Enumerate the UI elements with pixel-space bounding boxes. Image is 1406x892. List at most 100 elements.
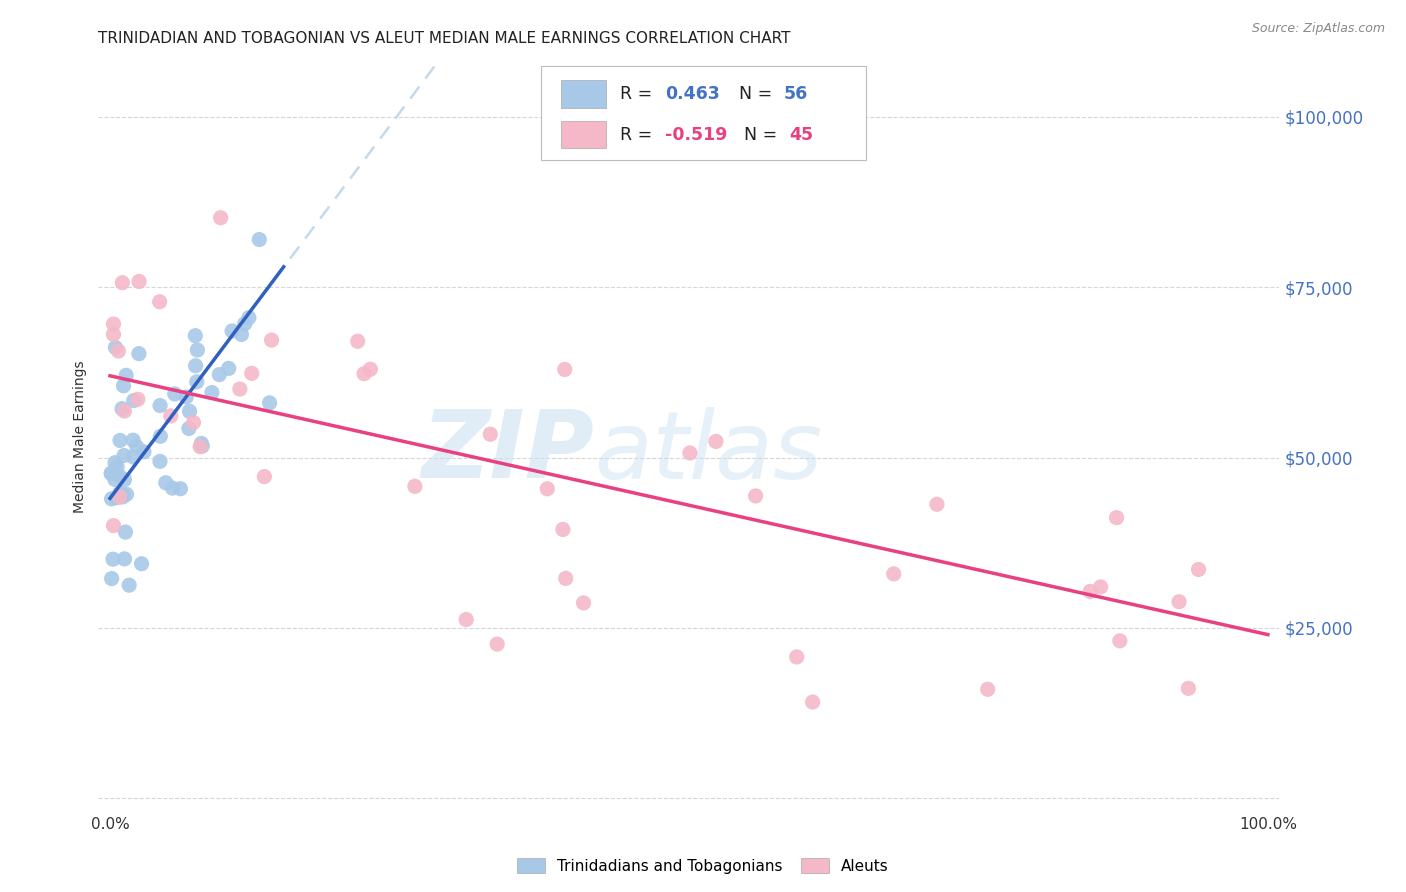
Point bbox=[1108, 633, 1130, 648]
Point bbox=[1168, 595, 1191, 609]
Point bbox=[100, 491, 122, 506]
Point bbox=[704, 434, 727, 449]
Text: TRINIDADIAN AND TOBAGONIAN VS ALEUT MEDIAN MALE EARNINGS CORRELATION CHART: TRINIDADIAN AND TOBAGONIAN VS ALEUT MEDI… bbox=[98, 31, 792, 46]
Point bbox=[218, 361, 240, 376]
Point bbox=[169, 482, 191, 496]
FancyBboxPatch shape bbox=[541, 66, 866, 160]
Text: 0.463: 0.463 bbox=[665, 85, 720, 103]
Point bbox=[456, 613, 478, 627]
Point bbox=[114, 473, 136, 487]
Y-axis label: Median Male Earnings: Median Male Earnings bbox=[73, 360, 87, 514]
Point bbox=[108, 490, 131, 504]
Point bbox=[122, 450, 145, 464]
Point bbox=[238, 310, 260, 325]
Point bbox=[104, 472, 127, 486]
Point bbox=[190, 436, 212, 450]
Point bbox=[159, 409, 181, 423]
Point bbox=[112, 449, 135, 463]
Point bbox=[479, 427, 502, 442]
Text: atlas: atlas bbox=[595, 407, 823, 498]
Point bbox=[100, 467, 122, 481]
Point bbox=[149, 294, 172, 309]
Text: Source: ZipAtlas.com: Source: ZipAtlas.com bbox=[1251, 22, 1385, 36]
Point bbox=[125, 440, 148, 454]
Point bbox=[104, 456, 127, 470]
Point bbox=[108, 486, 131, 500]
Point bbox=[101, 552, 124, 566]
Point bbox=[122, 393, 145, 408]
Legend: Trinidadians and Tobagonians, Aleuts: Trinidadians and Tobagonians, Aleuts bbox=[512, 852, 894, 880]
Point bbox=[679, 446, 702, 460]
Point bbox=[183, 416, 205, 430]
Point bbox=[925, 497, 948, 511]
Point bbox=[191, 439, 214, 453]
Point bbox=[536, 482, 558, 496]
Point bbox=[572, 596, 595, 610]
Point bbox=[346, 334, 368, 349]
Point bbox=[209, 211, 232, 225]
Point bbox=[115, 368, 138, 383]
Point bbox=[103, 518, 125, 533]
Point bbox=[353, 367, 375, 381]
Point bbox=[188, 440, 211, 454]
Point bbox=[128, 346, 150, 360]
Point bbox=[186, 375, 208, 389]
Point bbox=[149, 399, 172, 413]
Point bbox=[118, 578, 141, 592]
Text: -0.519: -0.519 bbox=[665, 126, 728, 144]
Point bbox=[551, 523, 574, 537]
Point bbox=[359, 362, 381, 376]
Point bbox=[229, 382, 252, 396]
Point bbox=[104, 341, 127, 355]
Point bbox=[131, 557, 153, 571]
Point bbox=[404, 479, 426, 493]
Point bbox=[107, 344, 129, 359]
Point bbox=[100, 572, 122, 586]
Point bbox=[186, 343, 208, 357]
Point bbox=[112, 488, 135, 502]
Text: N =: N = bbox=[744, 126, 783, 144]
Text: R =: R = bbox=[620, 85, 658, 103]
Point bbox=[177, 421, 200, 435]
Point bbox=[253, 469, 276, 483]
Point bbox=[259, 396, 281, 410]
Point bbox=[231, 327, 253, 342]
Point bbox=[155, 475, 177, 490]
Point bbox=[1177, 681, 1199, 696]
Point bbox=[260, 333, 283, 347]
Point bbox=[103, 327, 125, 342]
Point bbox=[111, 401, 134, 416]
Point bbox=[122, 434, 145, 448]
Point bbox=[128, 275, 150, 289]
FancyBboxPatch shape bbox=[561, 120, 606, 148]
Text: N =: N = bbox=[738, 85, 778, 103]
Point bbox=[247, 233, 270, 247]
Text: 45: 45 bbox=[789, 126, 814, 144]
Text: ZIP: ZIP bbox=[422, 406, 595, 498]
Point bbox=[105, 491, 128, 505]
Point bbox=[744, 489, 766, 503]
Point bbox=[127, 392, 149, 407]
Point bbox=[1090, 580, 1112, 594]
Point bbox=[184, 328, 207, 343]
FancyBboxPatch shape bbox=[561, 80, 606, 108]
Point bbox=[486, 637, 509, 651]
Point bbox=[883, 566, 905, 581]
Point bbox=[1078, 584, 1101, 599]
Point bbox=[105, 459, 128, 474]
Point bbox=[554, 571, 576, 585]
Point bbox=[114, 404, 136, 418]
Point bbox=[977, 682, 1000, 697]
Point bbox=[233, 317, 256, 331]
Point bbox=[114, 525, 136, 540]
Point bbox=[149, 454, 172, 468]
Point bbox=[201, 385, 224, 400]
Point bbox=[108, 434, 131, 448]
Point bbox=[184, 359, 207, 373]
Point bbox=[208, 368, 231, 382]
Point bbox=[103, 317, 125, 331]
Point bbox=[114, 552, 136, 566]
Point bbox=[221, 324, 243, 338]
Point bbox=[108, 469, 131, 483]
Point bbox=[1105, 510, 1128, 524]
